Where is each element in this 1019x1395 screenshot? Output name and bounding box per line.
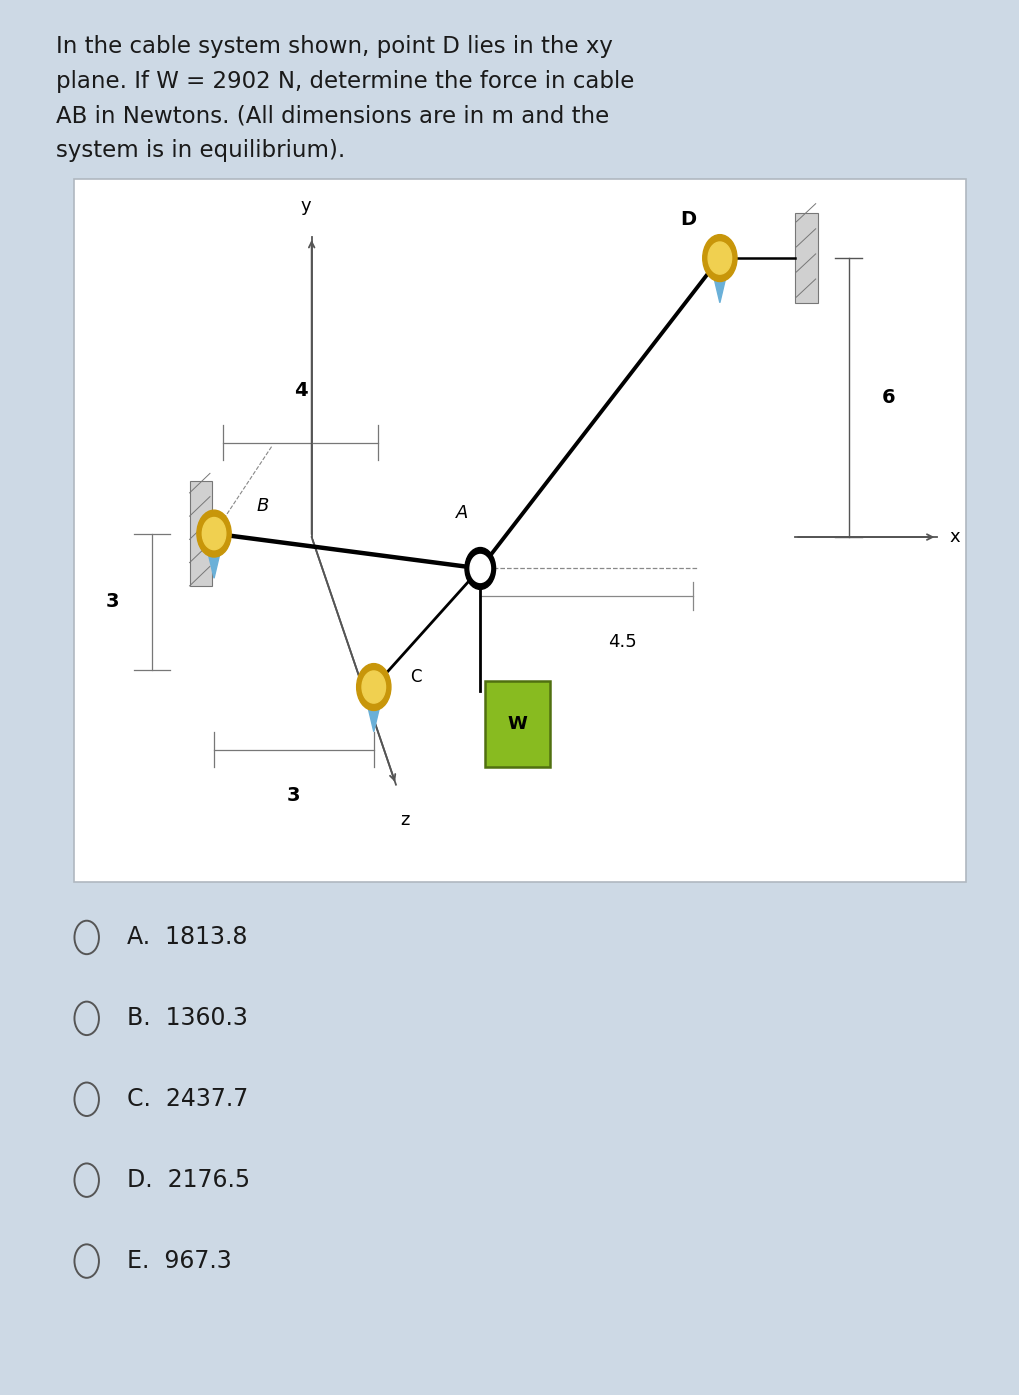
Polygon shape <box>205 540 223 579</box>
Text: 4: 4 <box>293 381 307 400</box>
Text: E.  967.3: E. 967.3 <box>127 1249 232 1274</box>
Circle shape <box>470 554 490 583</box>
Circle shape <box>357 664 390 710</box>
Circle shape <box>202 518 225 550</box>
Text: C: C <box>411 668 422 685</box>
Text: W: W <box>507 716 527 732</box>
Text: D.  2176.5: D. 2176.5 <box>127 1168 251 1193</box>
Text: 6: 6 <box>880 388 895 407</box>
Text: y: y <box>300 197 311 215</box>
Text: A: A <box>455 504 469 522</box>
Circle shape <box>702 234 737 282</box>
Circle shape <box>465 547 495 589</box>
Circle shape <box>74 1244 99 1278</box>
Text: 3: 3 <box>287 785 301 805</box>
FancyBboxPatch shape <box>485 681 550 767</box>
FancyBboxPatch shape <box>74 179 965 882</box>
Text: B.  1360.3: B. 1360.3 <box>127 1006 249 1031</box>
Circle shape <box>74 1083 99 1116</box>
Text: C.  2437.7: C. 2437.7 <box>127 1087 249 1112</box>
Bar <box>190 481 212 586</box>
Text: 3: 3 <box>105 591 118 611</box>
Circle shape <box>74 921 99 954</box>
Circle shape <box>74 1163 99 1197</box>
Circle shape <box>707 241 731 275</box>
Text: In the cable system shown, point D lies in the xy
plane. If W = 2902 N, determin: In the cable system shown, point D lies … <box>56 35 634 162</box>
Text: z: z <box>399 810 409 829</box>
Text: x: x <box>949 529 960 545</box>
Circle shape <box>74 1002 99 1035</box>
Bar <box>795 213 817 303</box>
Polygon shape <box>365 693 382 731</box>
Circle shape <box>362 671 385 703</box>
Polygon shape <box>710 265 729 303</box>
Text: B: B <box>257 497 269 515</box>
Circle shape <box>197 511 231 557</box>
Text: 4.5: 4.5 <box>607 633 636 650</box>
Text: A.  1813.8: A. 1813.8 <box>127 925 248 950</box>
Text: D: D <box>680 211 696 229</box>
